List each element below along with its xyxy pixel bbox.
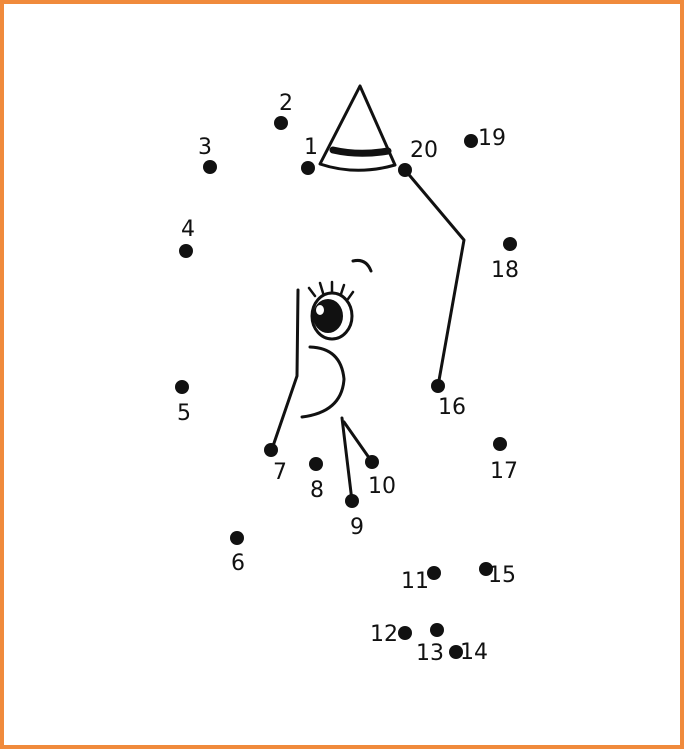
dot-19 bbox=[464, 134, 478, 148]
dot-5 bbox=[175, 380, 189, 394]
dot-1 bbox=[301, 161, 315, 175]
dot-label-5: 5 bbox=[177, 401, 191, 426]
eyebrow-line bbox=[351, 259, 373, 273]
dot-9 bbox=[345, 494, 359, 508]
dot-14 bbox=[449, 645, 463, 659]
cheek-curve bbox=[300, 345, 346, 419]
party-hat-outline bbox=[318, 84, 397, 172]
elephant-eye bbox=[307, 280, 355, 341]
dot-4 bbox=[179, 244, 193, 258]
dot-12 bbox=[398, 626, 412, 640]
pre-drawn-artwork bbox=[270, 84, 466, 503]
dot-3 bbox=[203, 160, 217, 174]
dot-label-6: 6 bbox=[231, 551, 245, 576]
dot-label-1: 1 bbox=[304, 135, 318, 160]
dot-label-4: 4 bbox=[181, 217, 195, 242]
dot-label-14: 14 bbox=[460, 640, 488, 665]
party-hat-band bbox=[329, 146, 392, 157]
dot-6 bbox=[230, 531, 244, 545]
dot-label-10: 10 bbox=[368, 474, 396, 499]
face-line-to-7 bbox=[270, 288, 300, 451]
dot-8 bbox=[309, 457, 323, 471]
dot-label-20: 20 bbox=[410, 138, 438, 163]
line-to-9 bbox=[340, 416, 354, 503]
dot-label-9: 9 bbox=[350, 515, 364, 540]
dot-label-17: 17 bbox=[490, 459, 518, 484]
dot-label-8: 8 bbox=[310, 478, 324, 503]
dot-label-15: 15 bbox=[488, 563, 516, 588]
dot-13 bbox=[430, 623, 444, 637]
eye-highlight bbox=[316, 305, 324, 315]
line-to-10 bbox=[342, 420, 374, 464]
dot-label-18: 18 bbox=[491, 258, 519, 283]
dot-17 bbox=[493, 437, 507, 451]
eyelashes bbox=[307, 280, 355, 301]
dot-7 bbox=[264, 443, 278, 457]
dot-label-12: 12 bbox=[370, 622, 398, 647]
dot-18 bbox=[503, 237, 517, 251]
dot-label-7: 7 bbox=[273, 460, 287, 485]
dot-15 bbox=[479, 562, 493, 576]
dot-label-11: 11 bbox=[401, 569, 429, 594]
dot-label-19: 19 bbox=[478, 126, 506, 151]
dot-20 bbox=[398, 163, 412, 177]
dot-16 bbox=[431, 379, 445, 393]
line-20-to-16 bbox=[403, 168, 466, 388]
dot-label-2: 2 bbox=[279, 91, 293, 116]
dot-10 bbox=[365, 455, 379, 469]
dot-2 bbox=[274, 116, 288, 130]
dot-label-16: 16 bbox=[438, 395, 466, 420]
dot-11 bbox=[427, 566, 441, 580]
dot-label-13: 13 bbox=[416, 641, 444, 666]
eye-pupil bbox=[313, 299, 343, 333]
dot-label-3: 3 bbox=[198, 135, 212, 160]
